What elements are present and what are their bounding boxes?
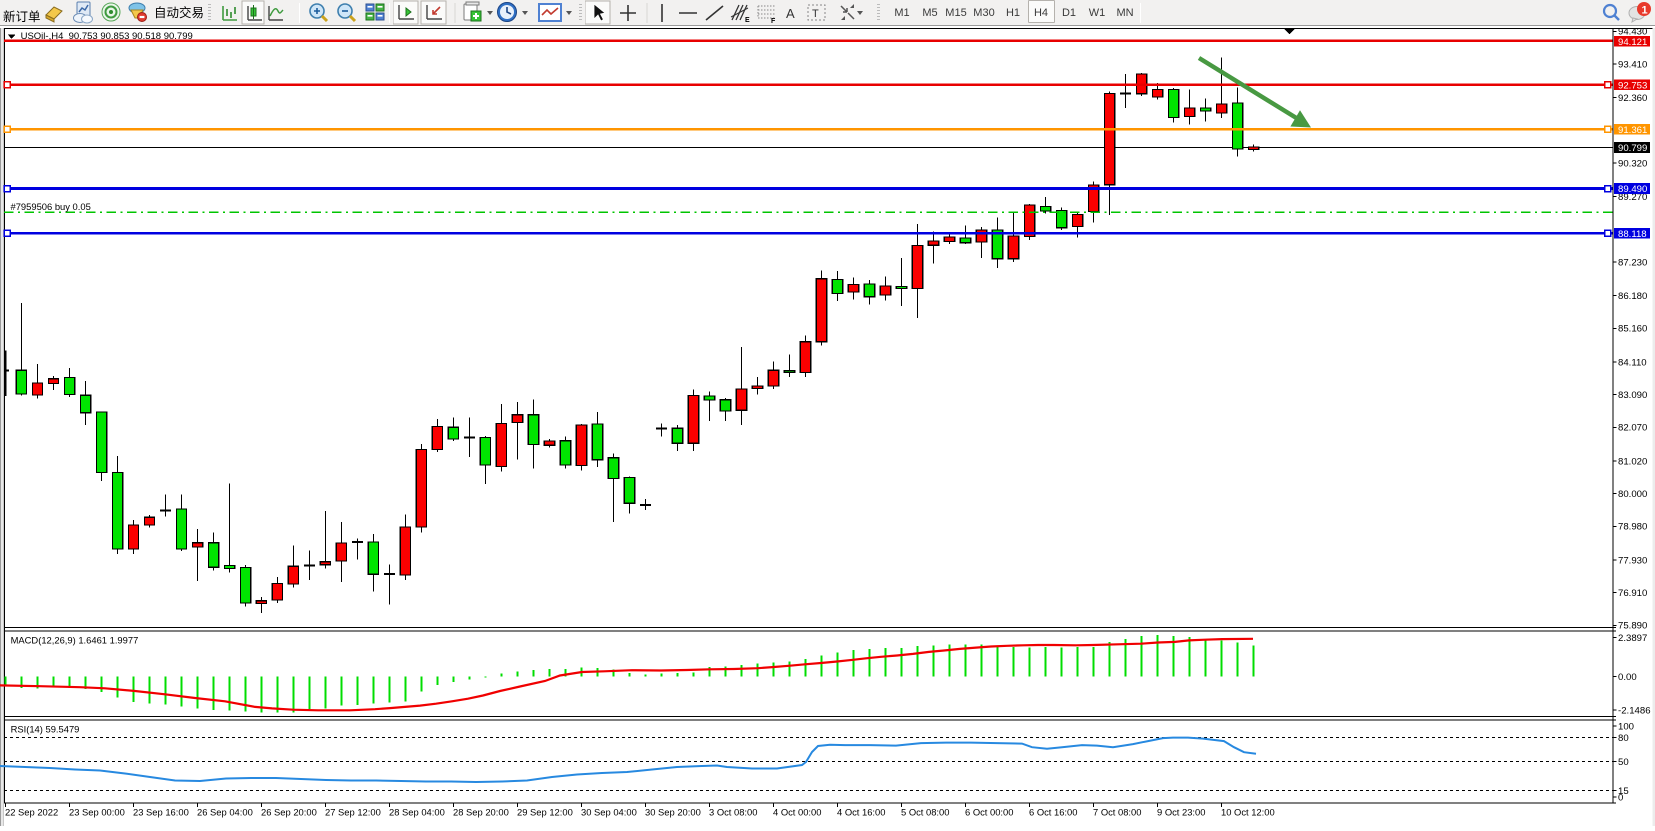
svg-text:7 Oct 08:00: 7 Oct 08:00 (1093, 807, 1141, 818)
svg-text:T: T (812, 8, 819, 20)
svg-text:30 Sep 04:00: 30 Sep 04:00 (581, 807, 637, 818)
svg-text:30 Sep 20:00: 30 Sep 20:00 (645, 807, 701, 818)
svg-text:81.020: 81.020 (1618, 456, 1647, 467)
svg-text:10 Oct 12:00: 10 Oct 12:00 (1221, 807, 1275, 818)
svg-text:100: 100 (1618, 721, 1634, 732)
svg-text:80.000: 80.000 (1618, 489, 1647, 500)
svg-text:82.070: 82.070 (1618, 423, 1647, 434)
svg-text:28 Sep 04:00: 28 Sep 04:00 (389, 807, 445, 818)
svg-text:3 Oct 08:00: 3 Oct 08:00 (709, 807, 757, 818)
svg-text:92.360: 92.360 (1618, 93, 1647, 104)
svg-text:94.121: 94.121 (1618, 37, 1647, 48)
svg-text:29 Sep 12:00: 29 Sep 12:00 (517, 807, 573, 818)
svg-text:9 Oct 23:00: 9 Oct 23:00 (1157, 807, 1205, 818)
svg-text:6 Oct 00:00: 6 Oct 00:00 (965, 807, 1013, 818)
svg-text:F: F (771, 18, 776, 25)
svg-text:2.3897: 2.3897 (1618, 633, 1647, 644)
svg-text:85.160: 85.160 (1618, 324, 1647, 335)
svg-text:5 Oct 08:00: 5 Oct 08:00 (901, 807, 949, 818)
svg-text:27 Sep 12:00: 27 Sep 12:00 (325, 807, 381, 818)
svg-text:26 Sep 20:00: 26 Sep 20:00 (261, 807, 317, 818)
svg-text:87.230: 87.230 (1618, 257, 1647, 268)
svg-text:自动交易: 自动交易 (154, 5, 204, 20)
svg-text:0: 0 (1618, 792, 1623, 803)
svg-text:0.00: 0.00 (1618, 672, 1637, 683)
svg-text:6 Oct 16:00: 6 Oct 16:00 (1029, 807, 1077, 818)
svg-text:MACD(12,26,9) 1.6461 1.9977: MACD(12,26,9) 1.6461 1.9977 (11, 635, 139, 646)
svg-text:92.753: 92.753 (1618, 80, 1647, 91)
svg-text:1: 1 (1642, 5, 1648, 17)
svg-text:78.980: 78.980 (1618, 522, 1647, 533)
svg-text:93.410: 93.410 (1618, 59, 1647, 70)
svg-text:4 Oct 00:00: 4 Oct 00:00 (773, 807, 821, 818)
svg-text:#7959506 buy 0.05: #7959506 buy 0.05 (11, 201, 91, 212)
svg-text:84.110: 84.110 (1618, 357, 1647, 368)
svg-text:89.490: 89.490 (1618, 184, 1647, 195)
svg-text:83.090: 83.090 (1618, 390, 1647, 401)
svg-text:4 Oct 16:00: 4 Oct 16:00 (837, 807, 885, 818)
svg-text:77.930: 77.930 (1618, 555, 1647, 566)
svg-text:90.799: 90.799 (1618, 143, 1647, 154)
svg-text:28 Sep 20:00: 28 Sep 20:00 (453, 807, 509, 818)
svg-text:50: 50 (1618, 757, 1629, 768)
svg-text:80: 80 (1618, 733, 1629, 744)
svg-text:23 Sep 00:00: 23 Sep 00:00 (69, 807, 125, 818)
svg-text:22 Sep 2022: 22 Sep 2022 (5, 807, 58, 818)
svg-text:A: A (786, 6, 795, 21)
svg-text:-2.1486: -2.1486 (1618, 706, 1651, 717)
svg-text:86.180: 86.180 (1618, 291, 1647, 302)
svg-text:E: E (745, 17, 750, 24)
svg-text:88.118: 88.118 (1618, 229, 1647, 240)
svg-text:90.320: 90.320 (1618, 158, 1647, 169)
svg-text:75.890: 75.890 (1618, 621, 1647, 632)
svg-text:26 Sep 04:00: 26 Sep 04:00 (197, 807, 253, 818)
svg-text:RSI(14) 59.5479: RSI(14) 59.5479 (11, 724, 80, 735)
svg-text:76.910: 76.910 (1618, 588, 1647, 599)
svg-text:91.361: 91.361 (1618, 125, 1647, 136)
svg-text:23 Sep 16:00: 23 Sep 16:00 (133, 807, 189, 818)
svg-text:USOil-,H4 90.753 90.853 90.51: USOil-,H4 90.753 90.853 90.518 90.799 (21, 31, 193, 42)
